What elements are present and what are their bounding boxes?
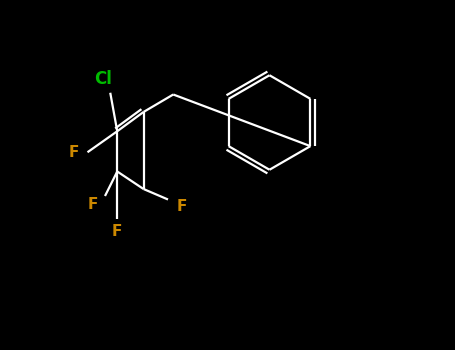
Text: F: F [112, 224, 122, 238]
Text: F: F [177, 199, 187, 214]
Text: Cl: Cl [94, 70, 112, 88]
Text: F: F [87, 197, 98, 212]
Text: F: F [68, 145, 79, 160]
